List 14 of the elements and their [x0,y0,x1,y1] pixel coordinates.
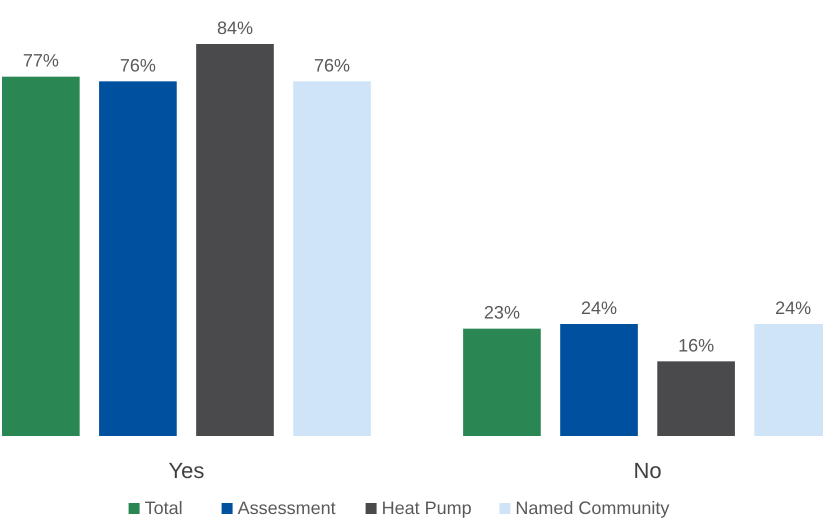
legend-label: Total [144,498,183,518]
x-tick-label: No [633,458,662,483]
data-label: 24% [775,298,812,318]
data-label: 76% [120,55,156,76]
data-label: 16% [678,335,714,356]
x-tick-label: Yes [168,458,204,483]
legend-label: Assessment [238,498,336,518]
data-label: 76% [314,55,350,76]
data-label: 84% [216,18,253,38]
data-label: 24% [581,298,618,318]
data-label: 23% [484,302,520,323]
legend-label: Named Community [515,498,670,518]
data-label: 77% [22,50,59,71]
legend-label: Heat Pump [382,498,472,518]
